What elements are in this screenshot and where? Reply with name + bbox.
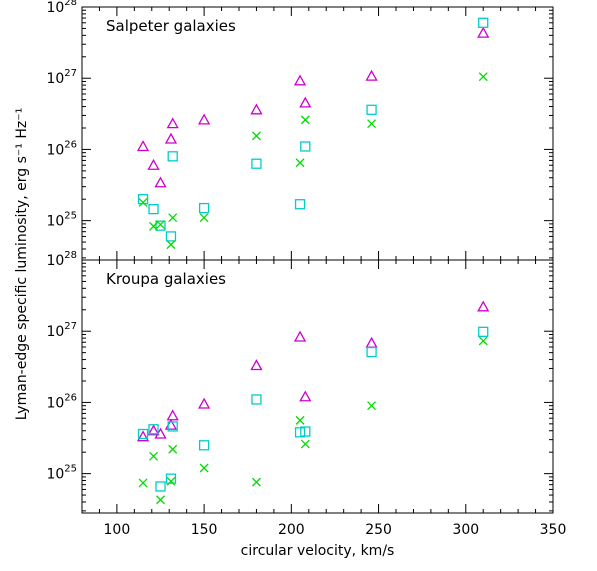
data-point-cross <box>168 444 178 454</box>
data-point-cross <box>300 439 310 449</box>
data-point-triangle <box>164 132 178 144</box>
x-tick-label: 300 <box>452 522 479 538</box>
data-point-cross <box>166 476 176 486</box>
plot-frame <box>81 6 554 261</box>
data-point-square <box>137 428 149 440</box>
series-cross <box>138 336 488 505</box>
data-point-cross <box>367 119 377 129</box>
data-point-square <box>366 104 377 115</box>
data-point-triangle <box>154 176 167 188</box>
data-point-square <box>300 426 311 437</box>
y-tick-label: 1027 <box>46 321 77 340</box>
data-point-cross <box>251 131 261 141</box>
data-point-square <box>165 473 177 484</box>
data-point-square <box>167 421 178 432</box>
data-point-cross <box>156 220 165 230</box>
data-point-cross <box>138 478 148 488</box>
data-point-triangle <box>147 424 160 436</box>
data-point-square <box>198 202 210 214</box>
data-point-cross <box>300 115 310 125</box>
data-point-square <box>167 151 178 162</box>
data-point-triangle <box>166 117 179 129</box>
data-point-square <box>294 427 306 438</box>
data-point-square <box>294 199 306 210</box>
data-point-square <box>155 220 166 231</box>
y-tick-label: 1027 <box>46 68 77 87</box>
y-tick-label: 1026 <box>46 392 77 411</box>
data-point-cross <box>478 336 488 346</box>
y-tick-label: 1026 <box>46 139 77 158</box>
data-point-square <box>198 440 210 451</box>
data-point-cross <box>168 213 178 223</box>
data-point-triangle <box>477 300 490 312</box>
data-point-square <box>165 231 177 242</box>
y-tick-label: 1028 <box>46 250 77 269</box>
data-point-triangle <box>299 390 312 402</box>
data-point-cross <box>149 221 158 231</box>
y-tick-label: 1025 <box>46 211 77 230</box>
data-point-cross <box>138 197 148 207</box>
x-tick-label: 350 <box>540 522 567 538</box>
data-point-triangle <box>166 409 179 421</box>
data-point-triangle <box>147 158 160 170</box>
series-cross <box>138 72 488 250</box>
x-axis-label: circular velocity, km/s <box>241 543 395 559</box>
x-tick-label: 200 <box>278 522 305 538</box>
data-point-cross <box>166 240 176 250</box>
data-point-cross <box>367 401 377 411</box>
data-point-cross <box>199 213 209 223</box>
panel-title: Salpeter galaxies <box>106 17 236 35</box>
data-point-cross <box>199 463 209 473</box>
data-point-triangle <box>136 140 150 152</box>
panel-salpeter: 1025 1026 1027 1028 Salpeter galaxies <box>46 0 554 261</box>
data-point-cross <box>295 158 305 168</box>
data-point-cross <box>478 72 488 82</box>
panel-title: Kroupa galaxies <box>106 270 226 288</box>
data-point-triangle <box>293 330 307 342</box>
series-square <box>137 326 489 492</box>
data-point-square <box>366 346 377 358</box>
data-point-cross <box>251 477 261 487</box>
data-point-square <box>478 326 489 337</box>
data-point-square <box>478 17 489 28</box>
data-point-cross <box>156 495 165 505</box>
data-point-square <box>148 203 159 215</box>
data-point-triangle <box>293 74 307 86</box>
data-point-square <box>300 141 311 152</box>
data-point-triangle <box>365 69 378 81</box>
data-point-square <box>251 394 262 405</box>
data-point-triangle <box>198 397 211 409</box>
data-point-triangle <box>365 336 378 348</box>
x-tick-label: 100 <box>104 522 131 538</box>
data-point-triangle <box>299 96 312 108</box>
data-point-triangle <box>477 26 490 38</box>
data-point-triangle <box>198 113 211 125</box>
data-point-cross <box>149 451 158 461</box>
x-tick-label: 150 <box>191 522 218 538</box>
data-point-triangle <box>250 359 263 371</box>
x-tick-label: 250 <box>365 522 392 538</box>
series-triangle <box>136 26 490 188</box>
data-point-square <box>137 194 149 205</box>
panel-kroupa: 100 150 200 250 300 350 1025 1026 1027 1028 Kroupa… <box>46 250 566 538</box>
data-point-square <box>251 158 262 169</box>
plot-frame <box>81 259 554 514</box>
y-tick-label: 1028 <box>46 0 77 16</box>
data-point-cross <box>295 415 305 425</box>
data-point-square <box>155 481 166 492</box>
data-point-triangle <box>136 430 150 442</box>
series-triangle <box>136 300 490 442</box>
series-square <box>137 17 489 242</box>
y-axis-label: Lyman-edge specific luminosity, erg s⁻¹ … <box>14 108 30 420</box>
data-point-square <box>148 424 159 435</box>
y-tick-label: 1025 <box>46 464 77 483</box>
data-point-triangle <box>250 103 263 115</box>
